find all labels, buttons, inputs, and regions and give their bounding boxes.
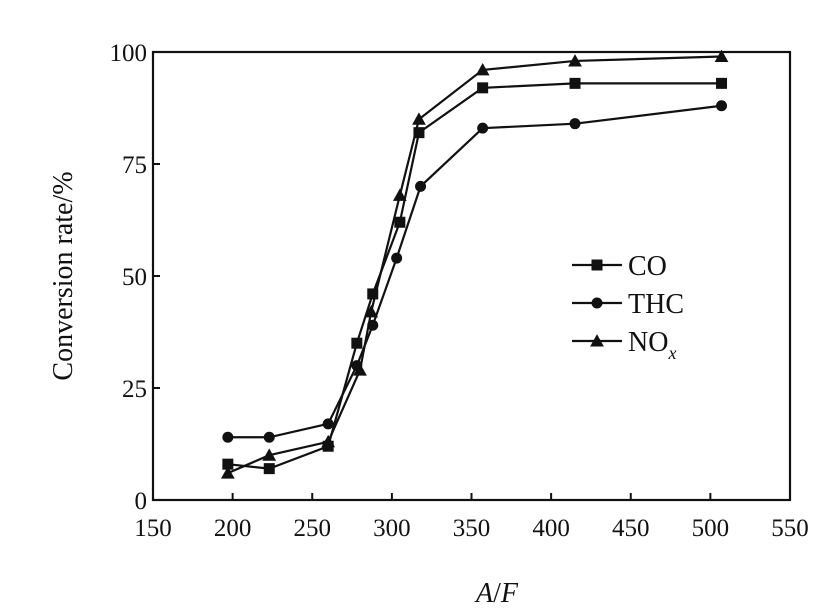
x-tick-label: 300 xyxy=(373,515,411,542)
circle-marker xyxy=(322,418,334,430)
x-axis-title-denominator: F xyxy=(500,578,519,609)
square-marker xyxy=(394,216,406,228)
triangle-marker xyxy=(262,448,277,461)
triangle-marker xyxy=(412,112,426,125)
series-group xyxy=(220,49,729,479)
legend-entry: CO xyxy=(572,251,667,282)
x-axis-title-slash: / xyxy=(493,578,501,609)
legend-label: NOx xyxy=(628,327,676,363)
square-marker xyxy=(569,77,581,89)
plot-frame xyxy=(151,50,792,502)
y-tick-label: 75 xyxy=(122,152,147,179)
legend-label: THC xyxy=(628,289,684,320)
triangle-marker xyxy=(353,363,367,376)
circle-marker xyxy=(591,297,603,309)
series-line xyxy=(227,104,722,439)
series-thc xyxy=(222,100,728,443)
legend-subscript: x xyxy=(667,343,676,363)
x-tick-label: 250 xyxy=(294,515,332,542)
x-tick-label: 200 xyxy=(214,515,252,542)
x-tick-label: 450 xyxy=(612,515,650,542)
axes xyxy=(151,50,792,502)
y-ticks: 0 25 50 75 100 xyxy=(110,40,160,515)
circle-marker xyxy=(222,431,234,443)
square-marker xyxy=(716,77,728,89)
square-marker xyxy=(351,337,363,349)
circle-marker xyxy=(391,252,403,264)
x-axis-title-numerator: A xyxy=(474,578,494,609)
triangle-marker xyxy=(568,54,582,67)
triangle-marker xyxy=(590,334,604,347)
square-marker xyxy=(591,259,603,271)
circle-marker xyxy=(263,431,275,443)
y-tick-label: 25 xyxy=(122,376,147,403)
triangle-marker xyxy=(364,304,379,318)
legend-entry: THC xyxy=(572,289,684,320)
x-tick-label: 550 xyxy=(771,515,809,542)
series-line xyxy=(227,82,722,470)
x-ticks: 150 200 250 300 350 400 450 500 550 xyxy=(134,493,809,542)
triangle-marker xyxy=(321,434,336,448)
triangle-marker xyxy=(220,466,235,479)
x-tick-label: 350 xyxy=(453,515,491,542)
square-marker xyxy=(477,82,489,94)
series-line xyxy=(227,55,722,475)
square-marker xyxy=(367,288,379,300)
triangle-marker xyxy=(392,188,407,201)
x-tick-label: 150 xyxy=(134,515,172,542)
triangle-marker xyxy=(714,49,729,62)
triangle-marker xyxy=(475,63,490,76)
y-tick-label: 50 xyxy=(122,264,147,291)
series-nox xyxy=(220,49,729,479)
legend: CO THC NOx xyxy=(572,251,684,363)
circle-marker xyxy=(415,180,427,192)
circle-marker xyxy=(569,118,581,130)
x-tick-label: 500 xyxy=(692,515,730,542)
circle-marker xyxy=(477,122,489,134)
square-marker xyxy=(263,463,275,475)
circle-marker xyxy=(716,100,728,112)
square-marker xyxy=(413,127,425,139)
legend-label: CO xyxy=(628,251,667,282)
x-tick-label: 400 xyxy=(532,515,570,542)
y-tick-label: 100 xyxy=(110,40,148,67)
y-axis-title: Conversion rate/% xyxy=(48,171,79,380)
y-tick-label: 0 xyxy=(135,488,148,515)
x-axis-title: A/F xyxy=(474,578,519,609)
square-marker xyxy=(222,458,234,470)
legend-entry: NOx xyxy=(572,327,676,363)
